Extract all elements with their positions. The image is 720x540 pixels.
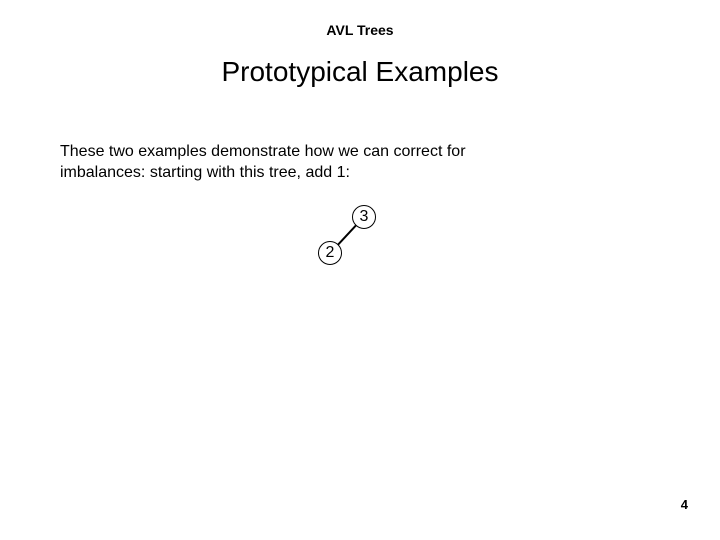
body-line-2: imbalances: starting with this tree, add… (60, 164, 350, 181)
tree-node-2: 2 (318, 241, 342, 265)
page-number: 4 (681, 497, 688, 512)
tree-node-label: 3 (360, 208, 369, 226)
body-line-1: These two examples demonstrate how we ca… (60, 143, 466, 160)
slide-header-label: AVL Trees (0, 0, 720, 38)
tree-node-3: 3 (352, 205, 376, 229)
tree-node-label: 2 (326, 244, 335, 262)
slide-title: Prototypical Examples (0, 38, 720, 88)
tree-diagram: 3 2 (300, 205, 420, 305)
slide-body-text: These two examples demonstrate how we ca… (60, 142, 620, 184)
